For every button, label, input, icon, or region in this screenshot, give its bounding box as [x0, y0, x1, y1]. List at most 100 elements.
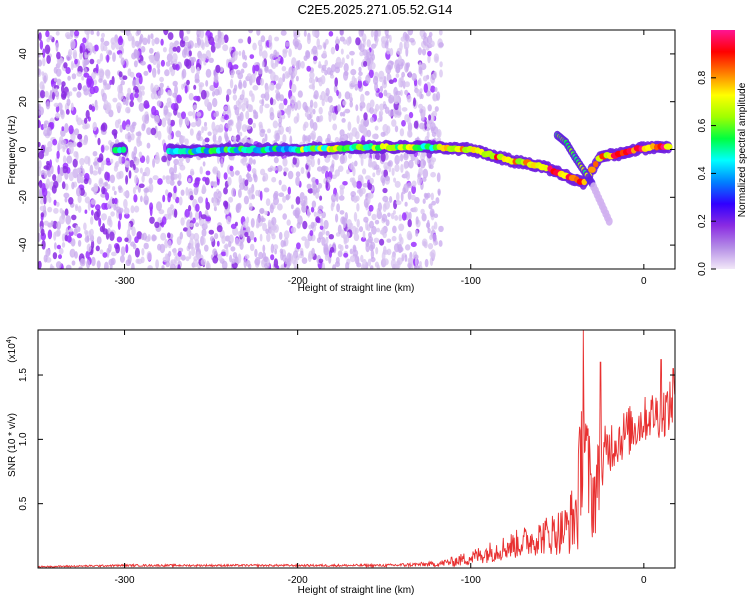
noise-speck	[223, 34, 229, 43]
noise-speck	[66, 235, 72, 243]
noise-speck	[403, 183, 409, 193]
noise-speck	[192, 217, 196, 224]
noise-speck	[60, 90, 67, 100]
noise-speck	[352, 244, 357, 252]
noise-speck	[370, 161, 377, 167]
noise-speck	[220, 158, 224, 168]
noise-speck	[397, 243, 403, 254]
noise-speck	[224, 201, 229, 210]
noise-speck	[41, 71, 45, 76]
noise-speck	[226, 88, 232, 96]
noise-speck	[349, 255, 356, 263]
noise-speck	[149, 216, 155, 224]
noise-speck	[43, 75, 47, 84]
noise-speck	[342, 111, 346, 117]
noise-speck	[159, 87, 164, 96]
noise-speck	[214, 88, 220, 96]
noise-speck	[310, 221, 315, 229]
y-tick-label: 1.0	[18, 432, 29, 446]
snr-plot-area	[38, 330, 675, 568]
noise-speck	[280, 56, 284, 65]
noise-speck	[409, 37, 415, 43]
noise-speck	[138, 151, 143, 158]
noise-speck	[61, 181, 66, 190]
noise-speck	[45, 101, 51, 110]
noise-speck	[38, 32, 42, 41]
noise-speck	[193, 182, 199, 188]
colorbar-tick-label: 0.0	[697, 262, 708, 276]
noise-speck	[275, 132, 280, 142]
noise-speck	[103, 40, 110, 47]
noise-speck	[321, 236, 326, 246]
noise-speck	[360, 156, 364, 167]
noise-speck	[319, 225, 324, 231]
noise-speck	[300, 167, 305, 174]
noise-speck	[52, 138, 58, 146]
noise-speck	[438, 240, 443, 247]
noise-speck	[165, 260, 170, 268]
noise-speck	[360, 236, 367, 242]
noise-speck	[404, 81, 410, 88]
noise-speck	[156, 201, 162, 212]
noise-speck	[244, 231, 249, 238]
noise-speck	[313, 211, 317, 217]
signal-point	[588, 166, 596, 173]
noise-speck	[82, 37, 87, 44]
noise-speck	[331, 174, 337, 180]
noise-speck	[175, 64, 180, 71]
noise-speck	[339, 210, 345, 215]
noise-speck	[177, 264, 181, 269]
noise-speck	[70, 30, 74, 38]
noise-speck	[83, 63, 86, 69]
noise-speck	[360, 254, 364, 263]
noise-speck	[252, 42, 257, 51]
noise-speck	[196, 66, 200, 76]
colorbar: 0.0 0.2 0.4 0.6 0.8 Normalized spectral ampl…	[697, 30, 748, 276]
noise-speck	[426, 131, 430, 139]
noise-speck	[368, 236, 373, 244]
noise-speck	[325, 87, 330, 97]
noise-speck	[90, 30, 94, 35]
noise-speck	[369, 244, 374, 252]
noise-speck	[179, 30, 184, 39]
noise-speck	[105, 157, 111, 163]
noise-speck	[427, 104, 432, 112]
noise-speck	[283, 230, 290, 240]
noise-speck	[38, 151, 45, 160]
noise-speck	[270, 243, 275, 254]
noise-speck	[112, 97, 118, 103]
noise-speck	[332, 264, 337, 269]
noise-speck	[280, 30, 287, 36]
noise-speck	[283, 170, 287, 177]
noise-speck	[112, 52, 116, 62]
snr-x-ticks: -300 -200 -100 0	[115, 330, 647, 586]
noise-speck	[303, 30, 307, 37]
noise-speck	[238, 188, 242, 198]
noise-speck	[248, 263, 252, 269]
noise-speck	[68, 144, 74, 155]
noise-speck	[64, 197, 68, 203]
noise-speck	[278, 121, 282, 128]
noise-speck	[257, 214, 261, 223]
noise-speck	[221, 260, 228, 269]
noise-speck	[110, 37, 116, 45]
noise-speck	[415, 216, 419, 225]
noise-speck	[173, 185, 177, 194]
noise-speck	[205, 197, 209, 206]
noise-speck	[113, 204, 117, 211]
noise-speck	[339, 36, 345, 42]
noise-speck	[40, 170, 46, 175]
noise-speck	[438, 225, 444, 233]
noise-speck	[278, 179, 282, 186]
noise-speck	[74, 30, 80, 37]
noise-speck	[321, 165, 327, 171]
noise-speck	[134, 92, 139, 99]
noise-speck	[348, 162, 353, 170]
noise-speck	[173, 208, 178, 218]
noise-speck	[40, 228, 45, 237]
noise-speck	[407, 30, 414, 36]
noise-speck	[217, 127, 224, 133]
noise-speck	[53, 180, 59, 189]
noise-speck	[393, 177, 397, 183]
noise-speck	[188, 92, 194, 101]
